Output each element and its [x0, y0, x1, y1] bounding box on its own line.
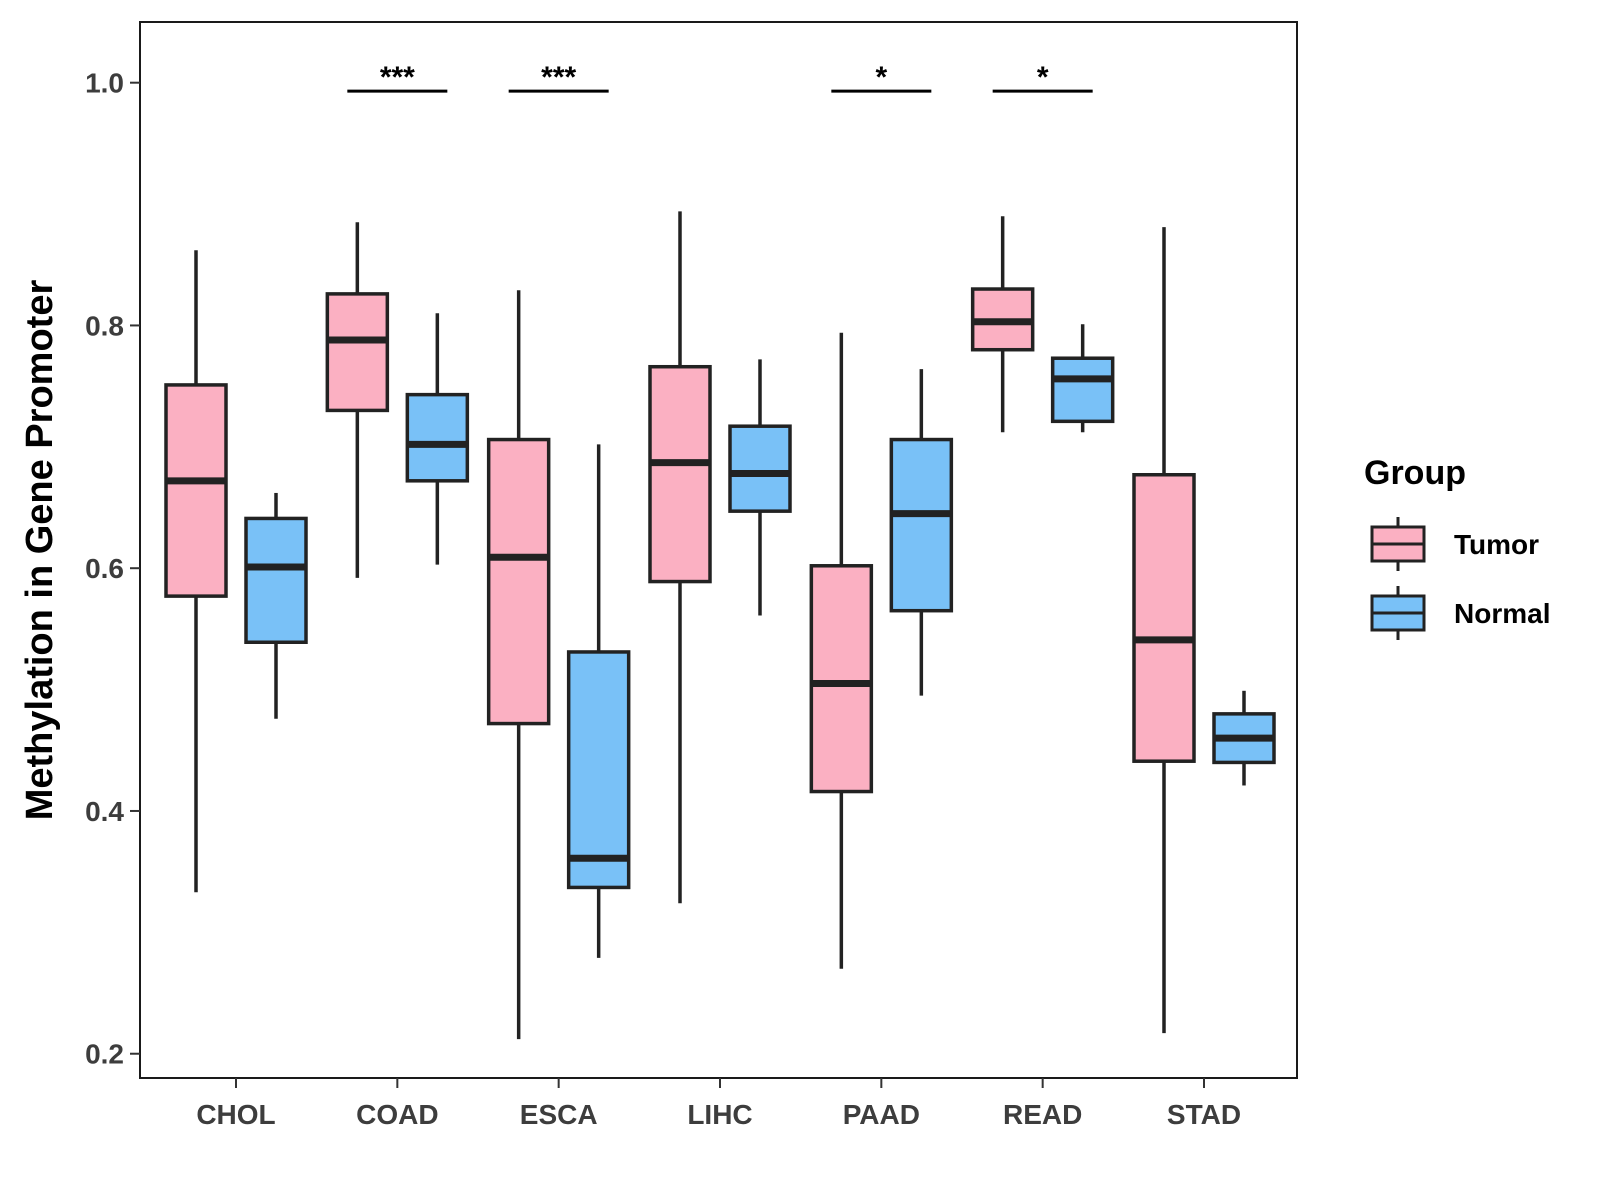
x-tick-label: STAD: [1167, 1099, 1241, 1130]
box-body: [648, 364, 712, 584]
legend-item-normal: Normal: [1370, 586, 1550, 640]
legend: Group Tumor Normal: [1364, 454, 1550, 640]
y-tick-label: 0.8: [85, 310, 124, 341]
box-body: [728, 424, 792, 513]
legend-item-tumor: Tumor: [1370, 517, 1539, 571]
normal-box-stad: [1212, 690, 1276, 786]
tumor-box-esca: [486, 290, 551, 1040]
x-tick-label: READ: [1003, 1099, 1082, 1130]
tumor-box-stad: [1132, 227, 1196, 1034]
box-body: [889, 437, 954, 613]
box-body: [1050, 356, 1115, 424]
normal-box-chol: [244, 492, 308, 719]
box-body: [809, 564, 874, 794]
significance-label: ***: [380, 61, 415, 94]
y-tick-label: 0.6: [85, 553, 124, 584]
tumor-box-read: [970, 216, 1035, 433]
box-series-group: [164, 211, 1276, 1040]
tumor-box-paad: [809, 332, 874, 969]
normal-box-coad: [405, 313, 470, 565]
tumor-box-coad: [325, 222, 390, 578]
significance-label: ***: [541, 61, 576, 94]
y-tick-label: 0.2: [85, 1039, 124, 1070]
x-tick-label: CHOL: [196, 1099, 275, 1130]
x-axis: CHOL COAD ESCA LIHC PAAD READ STAD: [196, 1078, 1241, 1130]
box-body: [164, 383, 228, 598]
significance-label: *: [1037, 61, 1049, 94]
y-tick-label: 0.4: [85, 796, 124, 827]
box-body: [486, 437, 551, 726]
y-tick-label: 1.0: [85, 68, 124, 99]
x-tick-label: COAD: [356, 1099, 438, 1130]
normal-box-esca: [566, 444, 631, 958]
y-axis: 0.2 0.4 0.6 0.8 1.0: [85, 68, 140, 1070]
tumor-box-lihc: [648, 211, 712, 904]
normal-box-paad: [889, 369, 954, 696]
box-body: [566, 650, 631, 890]
x-tick-label: LIHC: [687, 1099, 752, 1130]
box-body: [405, 392, 470, 483]
normal-box-read: [1050, 324, 1115, 433]
plot-panel: [139, 21, 1298, 1079]
normal-box-lihc: [728, 359, 792, 616]
significance-annotations: *** *** * *: [347, 61, 1093, 94]
legend-label: Tumor: [1454, 529, 1539, 560]
box-body: [325, 292, 390, 413]
x-tick-label: PAAD: [843, 1099, 920, 1130]
legend-title: Group: [1364, 454, 1466, 492]
box-body: [1132, 472, 1196, 763]
legend-label: Normal: [1454, 598, 1550, 629]
tumor-box-chol: [164, 250, 228, 893]
significance-label: *: [875, 61, 887, 94]
y-axis-title: Methylation in Gene Promoter: [19, 280, 61, 821]
box-body: [244, 516, 308, 644]
x-tick-label: ESCA: [520, 1099, 598, 1130]
